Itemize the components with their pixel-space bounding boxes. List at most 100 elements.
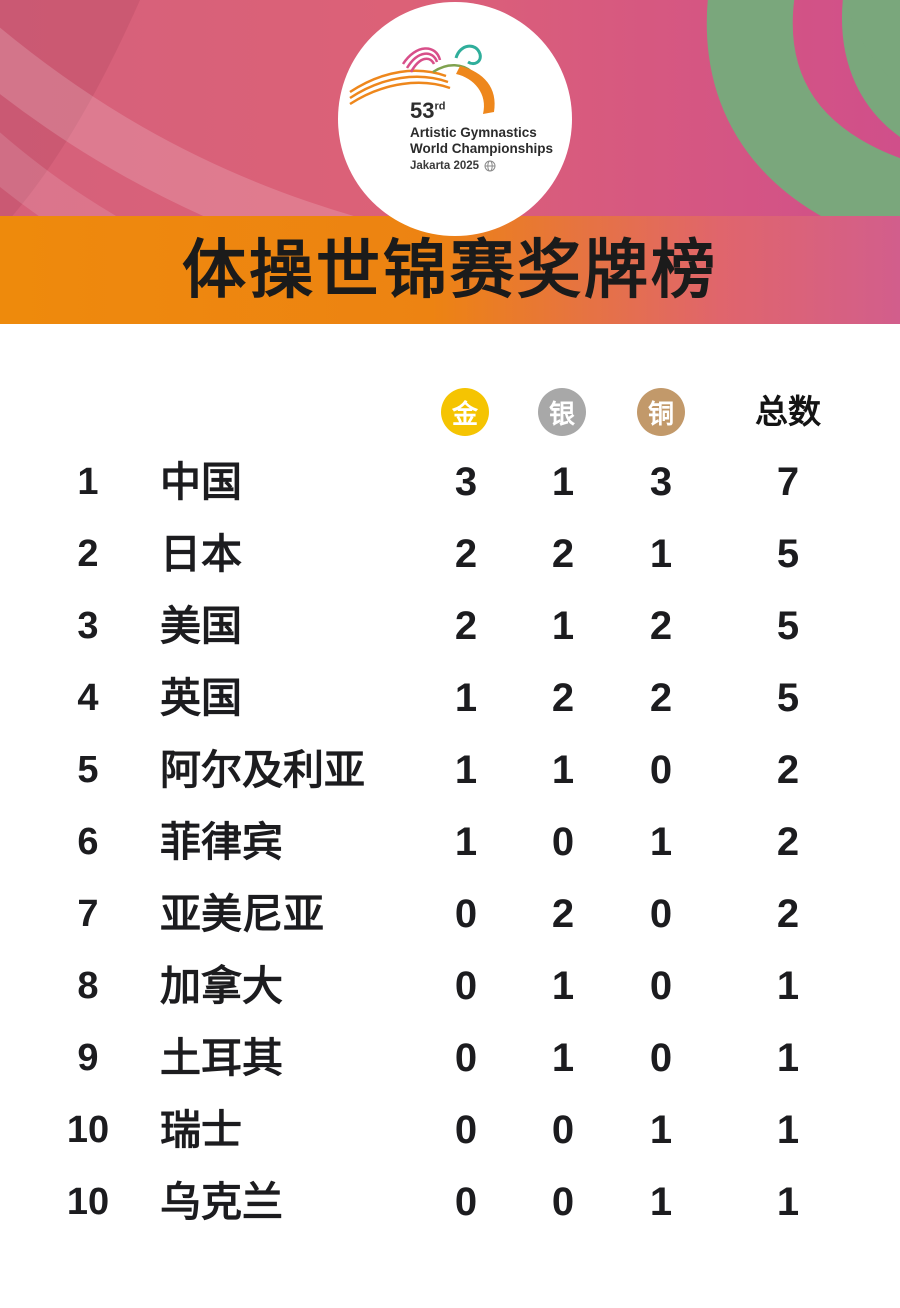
total-count-cell: 1 [776, 1036, 800, 1080]
rank-cell: 10 [66, 1181, 110, 1223]
green-corner-wedge [846, 0, 900, 88]
country-cell: 瑞士 [160, 1107, 242, 1153]
bronze-count-cell: 1 [649, 1108, 673, 1152]
total-count-cell: 2 [776, 892, 800, 936]
gold-count-cell: 0 [454, 1180, 478, 1224]
bronze-medal-icon: 铜 [637, 388, 685, 436]
table-row: 6 菲律宾 1 0 1 2 [0, 806, 900, 878]
total-count-cell: 5 [776, 532, 800, 576]
gold-count-cell: 1 [454, 820, 478, 864]
gymnast-ribbon-icon [349, 44, 495, 114]
table-row: 4 英国 1 2 2 5 [0, 662, 900, 734]
table-row: 10 瑞士 0 0 1 1 [0, 1094, 900, 1166]
total-count-cell: 1 [776, 964, 800, 1008]
logo-location: Jakarta 2025 [410, 160, 496, 172]
total-count-cell: 2 [776, 748, 800, 792]
table-row: 7 亚美尼亚 0 2 0 2 [0, 878, 900, 950]
silver-count-cell: 2 [551, 892, 575, 936]
bronze-count-cell: 1 [649, 1180, 673, 1224]
total-count-cell: 1 [776, 1180, 800, 1224]
rank-cell: 5 [77, 749, 99, 791]
logo-edition: 53rd [410, 100, 445, 122]
bronze-count-cell: 2 [649, 604, 673, 648]
logo-edition-suffix: rd [434, 100, 446, 113]
table-row: 3 美国 2 1 2 5 [0, 590, 900, 662]
logo-edition-number: 53 [410, 98, 435, 123]
total-count-cell: 2 [776, 820, 800, 864]
gold-medal-icon: 金 [441, 388, 489, 436]
silver-count-cell: 1 [551, 964, 575, 1008]
bronze-count-cell: 3 [649, 460, 673, 504]
country-cell: 美国 [160, 603, 242, 649]
table-row: 8 加拿大 0 1 0 1 [0, 950, 900, 1022]
rank-cell: 4 [77, 677, 99, 719]
logo-title-line2: World Championships [410, 141, 554, 156]
silver-count-cell: 1 [551, 1036, 575, 1080]
green-chevron-outer [706, 0, 900, 216]
rank-cell: 9 [77, 1037, 99, 1079]
total-count-cell: 1 [776, 1108, 800, 1152]
silver-count-cell: 0 [551, 1180, 575, 1224]
championship-logo: 53rd Artistic Gymnastics World Champions… [338, 2, 572, 236]
silver-medal-icon: 银 [538, 388, 586, 436]
silver-header-label: 银 [548, 398, 575, 429]
bronze-count-cell: 0 [649, 892, 673, 936]
silver-count-cell: 0 [551, 820, 575, 864]
gold-count-cell: 3 [454, 460, 478, 504]
gold-count-cell: 0 [454, 964, 478, 1008]
light-sweep-curve-2 [0, 132, 117, 216]
medal-table-header: 金 银 铜 总数 [0, 388, 900, 436]
gold-count-cell: 2 [454, 604, 478, 648]
bronze-count-cell: 1 [649, 820, 673, 864]
gold-header-label: 金 [451, 398, 478, 429]
rank-cell: 3 [77, 605, 99, 647]
silver-count-cell: 2 [551, 676, 575, 720]
globe-icon [484, 160, 496, 172]
table-row: 1 中国 3 1 3 7 [0, 446, 900, 518]
silver-count-cell: 1 [551, 748, 575, 792]
corner-shade-shape [0, 0, 140, 216]
bronze-count-cell: 0 [649, 748, 673, 792]
rank-cell: 8 [77, 965, 99, 1007]
silver-count-cell: 2 [551, 532, 575, 576]
country-cell: 英国 [160, 675, 242, 721]
bronze-count-cell: 0 [649, 964, 673, 1008]
logo-location-text: Jakarta 2025 [410, 160, 480, 172]
total-count-cell: 5 [776, 604, 800, 648]
rank-cell: 7 [77, 893, 99, 935]
total-column-header: 总数 [755, 393, 821, 430]
country-cell: 土耳其 [160, 1035, 283, 1081]
gold-count-cell: 1 [454, 748, 478, 792]
table-row: 5 阿尔及利亚 1 1 0 2 [0, 734, 900, 806]
gold-count-cell: 2 [454, 532, 478, 576]
bronze-header-label: 铜 [647, 398, 674, 429]
gold-count-cell: 0 [454, 1108, 478, 1152]
rank-cell: 2 [77, 533, 99, 575]
light-sweep-curve-1 [0, 27, 354, 216]
table-row: 10 乌克兰 0 0 1 1 [0, 1166, 900, 1238]
bronze-count-cell: 0 [649, 1036, 673, 1080]
green-chevron-inner [842, 0, 900, 137]
country-cell: 日本 [160, 531, 242, 577]
bronze-count-cell: 1 [649, 532, 673, 576]
country-cell: 中国 [160, 459, 242, 505]
rank-cell: 6 [77, 821, 99, 863]
country-cell: 亚美尼亚 [160, 891, 324, 937]
bronze-count-cell: 2 [649, 676, 673, 720]
country-cell: 阿尔及利亚 [160, 747, 365, 793]
silver-count-cell: 0 [551, 1108, 575, 1152]
silver-count-cell: 1 [551, 604, 575, 648]
gold-count-cell: 0 [454, 1036, 478, 1080]
logo-title-line1: Artistic Gymnastics [410, 125, 537, 140]
silver-count-cell: 1 [551, 460, 575, 504]
gold-count-cell: 1 [454, 676, 478, 720]
country-cell: 菲律宾 [160, 819, 283, 865]
medal-table: 金 银 铜 总数 1 中国 3 1 3 7 2 日本 2 2 1 5 3 美国 … [0, 388, 900, 1238]
medal-table-rows: 1 中国 3 1 3 7 2 日本 2 2 1 5 3 美国 2 1 2 5 4… [0, 446, 900, 1238]
page-title: 体操世锦赛奖牌榜 [182, 234, 718, 306]
country-cell: 加拿大 [160, 963, 283, 1009]
gold-count-cell: 0 [454, 892, 478, 936]
rank-cell: 1 [77, 461, 99, 503]
country-cell: 乌克兰 [160, 1179, 283, 1225]
